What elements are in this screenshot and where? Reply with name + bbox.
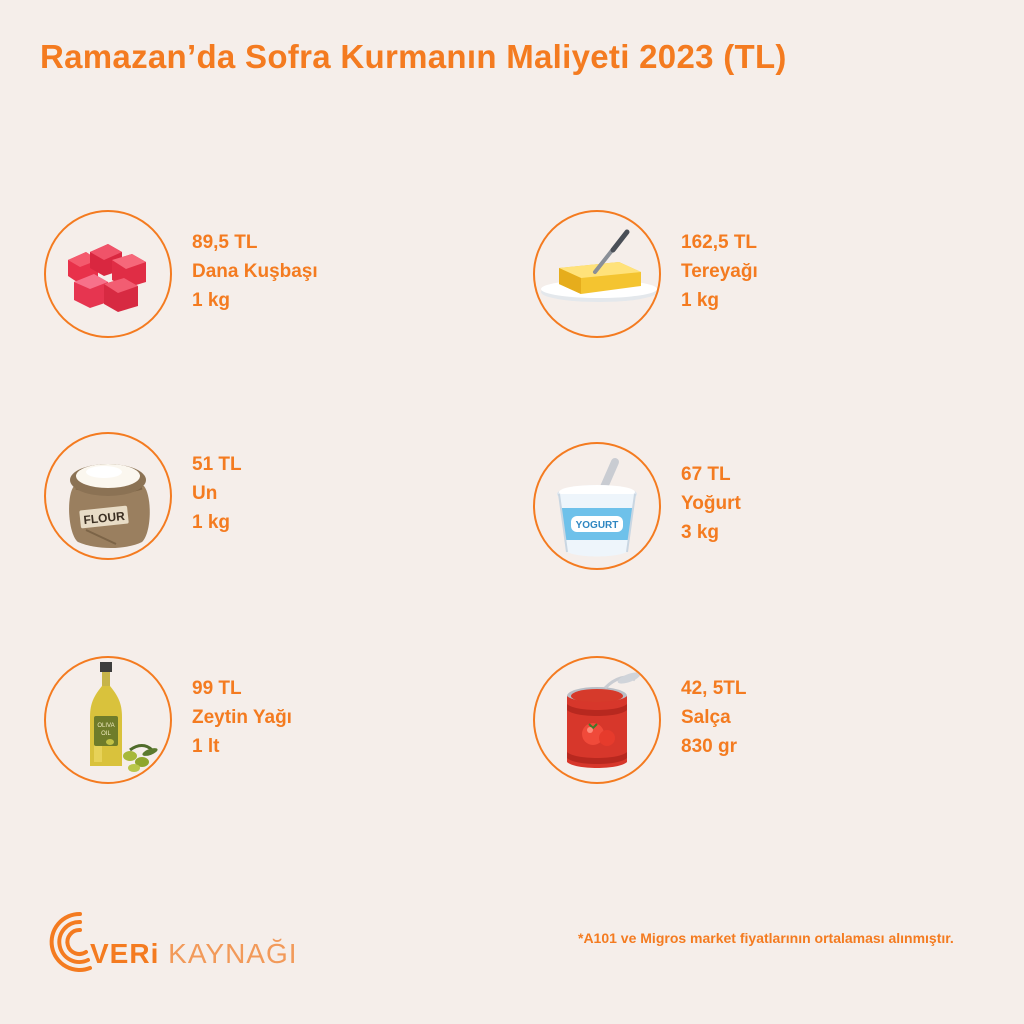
item-name: Tereyağı xyxy=(681,261,758,282)
logo-text-kaynagi: KAYNAĞI xyxy=(168,938,298,969)
logo-text-veri: VERi xyxy=(90,938,160,969)
item-quantity: 1 lt xyxy=(192,736,220,757)
item-price: 51 TL xyxy=(192,454,242,475)
flour-label: FLOUR xyxy=(83,509,126,527)
flour-sack-icon: FLOUR xyxy=(44,432,172,560)
item-quantity: 1 kg xyxy=(192,290,231,311)
item-quantity: 1 kg xyxy=(192,512,231,533)
oil-label-top: OLIVA xyxy=(97,723,114,729)
item-dana-kusbasi: 89,5 TL Dana Kuşbaşı 1 kg xyxy=(44,210,464,350)
item-salca: 42, 5TL Salça 830 gr xyxy=(533,656,953,796)
item-zeytin-yagi: OLIVA OIL 99 TL Zeytin Yağı 1 lt xyxy=(44,656,464,796)
item-name: Zeytin Yağı xyxy=(192,707,292,728)
item-quantity: 3 kg xyxy=(681,522,720,543)
item-price: 42, 5TL xyxy=(681,678,747,699)
item-yogurt: YOGURT 67 TL Yoğurt 3 kg xyxy=(533,442,953,582)
item-name: Dana Kuşbaşı xyxy=(192,261,318,282)
item-price: 67 TL xyxy=(681,464,731,485)
item-quantity: 830 gr xyxy=(681,736,737,757)
item-price: 89,5 TL xyxy=(192,232,258,253)
butter-icon xyxy=(533,210,661,338)
item-price: 99 TL xyxy=(192,678,242,699)
tomato-paste-can-icon xyxy=(533,656,661,784)
item-name: Yoğurt xyxy=(681,493,741,514)
olive-oil-bottle-icon: OLIVA OIL xyxy=(44,656,172,784)
page-title: Ramazan’da Sofra Kurmanın Maliyeti 2023 … xyxy=(40,38,787,75)
beef-cubes-icon xyxy=(44,210,172,338)
oil-label-bottom: OIL xyxy=(101,731,111,737)
veri-kaynagi-logo: VERi KAYNAĞI xyxy=(40,902,300,982)
item-quantity: 1 kg xyxy=(681,290,720,311)
yogurt-cup-icon: YOGURT xyxy=(533,442,661,570)
item-price: 162,5 TL xyxy=(681,232,758,253)
item-name: Salça xyxy=(681,707,731,728)
footnote: *A101 ve Migros market fiyatlarının orta… xyxy=(578,930,954,946)
yogurt-label: YOGURT xyxy=(576,520,619,531)
logo-arcs-icon xyxy=(49,911,92,972)
item-tereyagi: 162,5 TL Tereyağı 1 kg xyxy=(533,210,953,350)
item-un: FLOUR 51 TL Un 1 kg xyxy=(44,432,464,572)
item-name: Un xyxy=(192,483,218,504)
